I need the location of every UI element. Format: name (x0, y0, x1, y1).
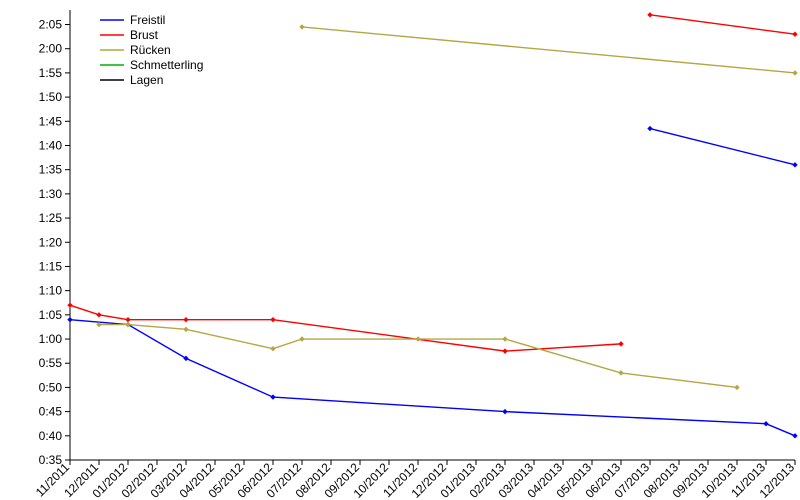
y-tick-label: 1:40 (39, 138, 63, 152)
y-tick-label: 0:50 (39, 380, 63, 394)
y-tick-label: 1:45 (39, 114, 63, 128)
y-tick-label: 1:20 (39, 235, 63, 249)
y-tick-label: 1:10 (39, 284, 63, 298)
y-tick-label: 1:00 (39, 332, 63, 346)
y-tick-label: 0:55 (39, 356, 63, 370)
y-tick-label: 1:05 (39, 308, 63, 322)
y-tick-label: 1:15 (39, 259, 63, 273)
line-chart: 0:350:400:450:500:551:001:051:101:151:20… (0, 0, 800, 500)
legend-label: Rücken (130, 43, 171, 57)
y-tick-label: 2:05 (39, 18, 63, 32)
y-tick-label: 2:00 (39, 42, 63, 56)
legend-label: Lagen (130, 73, 163, 87)
y-tick-label: 0:45 (39, 405, 63, 419)
y-tick-label: 1:35 (39, 163, 63, 177)
y-tick-label: 1:50 (39, 90, 63, 104)
y-tick-label: 1:25 (39, 211, 63, 225)
y-tick-label: 0:40 (39, 429, 63, 443)
legend-label: Brust (130, 28, 159, 42)
y-tick-label: 1:30 (39, 187, 63, 201)
legend-label: Freistil (130, 13, 165, 27)
y-tick-label: 1:55 (39, 66, 63, 80)
legend-label: Schmetterling (130, 58, 203, 72)
